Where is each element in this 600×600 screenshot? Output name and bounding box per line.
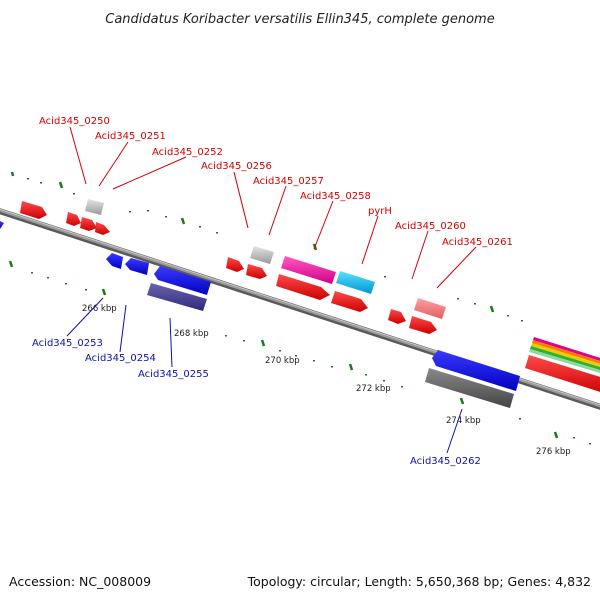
scale-labels: 266 kbp 268 kbp 270 kbp 272 kbp 274 kbp … — [82, 304, 571, 457]
gene-arrow-forward[interactable] — [80, 217, 97, 231]
gene-box-navy[interactable] — [147, 283, 207, 311]
gene-box-pink[interactable] — [414, 298, 446, 319]
major-tick — [10, 171, 15, 177]
gene-box-gray[interactable] — [85, 199, 104, 215]
gene-arrow-forward[interactable] — [226, 257, 244, 272]
major-tick — [489, 305, 495, 313]
gene-label-Acid345_0255[interactable]: Acid345_0255 — [138, 369, 209, 380]
gene-box-dark[interactable] — [425, 368, 514, 408]
tick-label-272: 272 kbp — [356, 384, 391, 394]
lower-scale-track — [8, 260, 591, 445]
colored-features[interactable] — [531, 343, 600, 370]
major-tick — [553, 431, 559, 439]
genome-info-text: Topology: circular; Length: 5,650,368 bp… — [247, 574, 591, 589]
gene-arrow-reverse[interactable] — [154, 266, 211, 295]
gene-arrow-forward[interactable] — [246, 264, 267, 279]
gene-label-Acid345_0257[interactable]: Acid345_0257 — [253, 176, 324, 187]
accession-text: Accession: NC_008009 — [9, 574, 151, 589]
gene-label-Acid345_0254[interactable]: Acid345_0254 — [85, 353, 156, 364]
bottom-gene-labels — [66, 297, 463, 454]
colored-features[interactable] — [529, 349, 600, 376]
gene-label-Acid345_0250[interactable]: Acid345_0250 — [39, 116, 110, 127]
colored-features[interactable] — [530, 346, 600, 373]
colored-features[interactable] — [532, 340, 600, 367]
upper-scale-track — [10, 171, 523, 322]
gene-label-Acid345_0253[interactable]: Acid345_0253 — [32, 338, 103, 349]
gene-arrow-forward[interactable] — [388, 309, 406, 324]
bottom-gene-label-text: Acid345_0253 Acid345_0254 Acid345_0255 A… — [32, 338, 481, 467]
tick-label-268: 268 kbp — [174, 329, 209, 339]
gene-label-Acid345_0251[interactable]: Acid345_0251 — [95, 131, 166, 142]
major-tick — [8, 260, 14, 268]
tick-label-266: 266 kbp — [82, 304, 117, 314]
major-tick — [58, 181, 64, 189]
major-tick — [180, 217, 186, 225]
map-title: Candidatus Koribacter versatilis Ellin34… — [105, 12, 494, 27]
gene-box-magenta[interactable] — [281, 256, 336, 284]
gene-label-Acid345_0260[interactable]: Acid345_0260 — [395, 221, 466, 232]
colored-features[interactable] — [533, 337, 600, 364]
gene-arrow-forward[interactable] — [20, 201, 47, 219]
tick-label-270: 270 kbp — [265, 356, 300, 366]
reverse-strand-genes — [0, 221, 520, 408]
gene-arrow-reverse[interactable] — [125, 258, 149, 275]
major-tick — [459, 397, 465, 405]
gene-label-pyrH[interactable]: pyrH — [368, 206, 392, 217]
gene-arrow-forward[interactable] — [409, 316, 437, 334]
gene-box-gray[interactable] — [250, 246, 274, 264]
gene-label-Acid345_0261[interactable]: Acid345_0261 — [442, 237, 513, 248]
gene-arrow-forward[interactable] — [276, 274, 330, 300]
gene-label-Acid345_0256[interactable]: Acid345_0256 — [201, 161, 272, 172]
forward-strand-genes — [20, 199, 600, 395]
gene-arrow-forward[interactable] — [66, 212, 81, 226]
gene-label-Acid345_0252[interactable]: Acid345_0252 — [152, 147, 223, 158]
tick-label-276: 276 kbp — [536, 447, 571, 457]
gene-arrow-reverse[interactable] — [432, 350, 520, 391]
gene-arrow-reverse[interactable] — [106, 253, 123, 269]
gene-arrow-reverse[interactable] — [0, 221, 4, 229]
gene-arrow-forward[interactable] — [95, 222, 110, 235]
gene-label-Acid345_0258[interactable]: Acid345_0258 — [300, 191, 371, 202]
gene-arrow-forward[interactable] — [525, 355, 600, 395]
tick-label-274: 274 kbp — [446, 416, 481, 426]
gene-arrow-forward[interactable] — [331, 291, 368, 312]
major-tick — [348, 363, 354, 371]
major-tick — [101, 288, 107, 296]
major-tick — [260, 339, 266, 347]
gene-box-cyan[interactable] — [336, 271, 375, 294]
top-gene-label-text: Acid345_0250 Acid345_0251 Acid345_0252 A… — [39, 116, 513, 248]
gene-label-Acid345_0262[interactable]: Acid345_0262 — [410, 456, 481, 467]
top-gene-labels — [69, 126, 477, 289]
